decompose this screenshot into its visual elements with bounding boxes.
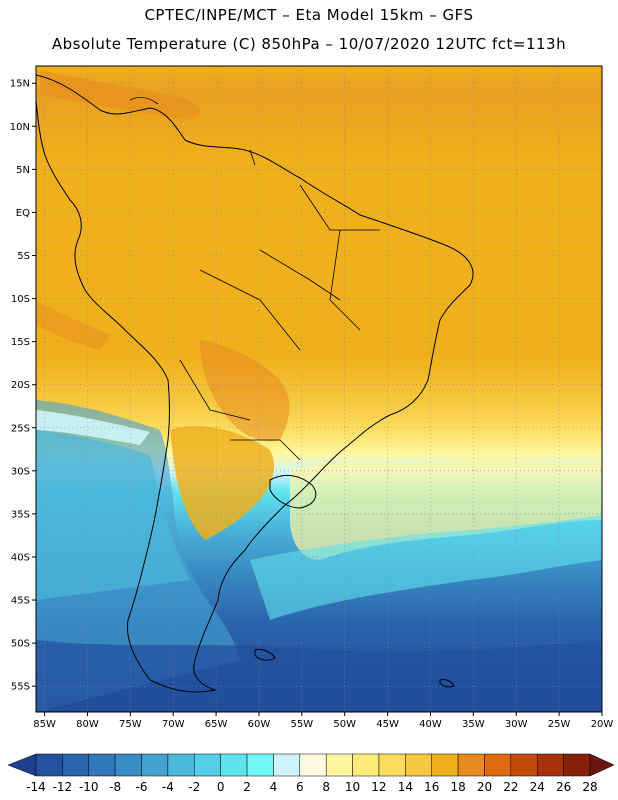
colorbar-swatch <box>378 753 406 777</box>
lat-label: 10S <box>11 294 30 305</box>
colorbar-swatch <box>273 753 301 777</box>
lat-label: 10N <box>10 122 30 133</box>
colorbar-label: 8 <box>322 780 330 794</box>
colorbar-label: 28 <box>582 780 597 794</box>
lon-label: 50W <box>333 719 356 730</box>
colorbar-swatch <box>62 753 90 777</box>
colorbar-label: 18 <box>450 780 465 794</box>
lat-label: 50S <box>11 639 30 650</box>
colorbar-swatch <box>510 753 538 777</box>
colorbar-swatch <box>246 753 274 777</box>
lon-label: 80W <box>76 719 99 730</box>
colorbar-swatch <box>484 753 512 777</box>
chart-title-line1: CPTEC/INPE/MCT – Eta Model 15km – GFS <box>144 6 474 24</box>
chart-title-line2: Absolute Temperature (C) 850hPa – 10/07/… <box>51 35 567 53</box>
lat-label: 5N <box>16 165 30 176</box>
lat-label: 20S <box>11 380 30 391</box>
colorbar-swatch <box>220 753 248 777</box>
lon-label: 75W <box>119 719 142 730</box>
lat-label: 45S <box>11 596 30 607</box>
colorbar-label: -6 <box>136 780 148 794</box>
colorbar-swatch <box>141 753 169 777</box>
colorbar-swatch <box>167 753 195 777</box>
colorbar-swatch <box>563 753 591 777</box>
lon-label: 60W <box>248 719 271 730</box>
lon-label: 40W <box>419 719 442 730</box>
colorbar-arrow-low <box>7 753 37 777</box>
colorbar-label: 26 <box>556 780 571 794</box>
colorbar-label: -4 <box>162 780 174 794</box>
latitude-axis: 15N 10N 5N EQ 5S 10S 15S 20S 25S 30S 35S 40S 45S 50S 5… <box>10 79 36 693</box>
colorbar-swatch <box>299 753 327 777</box>
lon-label: 45W <box>376 719 399 730</box>
colorbar-arrow-high <box>589 753 615 777</box>
lon-label: 85W <box>33 719 56 730</box>
lon-label: 35W <box>462 719 485 730</box>
colorbar-swatch <box>88 753 116 777</box>
colorbar-swatch <box>194 753 221 777</box>
colorbar-swatch <box>35 753 63 777</box>
lat-label: 55S <box>11 682 30 693</box>
colorbar-label: 12 <box>371 780 386 794</box>
colorbar-label: 4 <box>270 780 278 794</box>
lat-label: 30S <box>11 466 30 477</box>
lon-label: 70W <box>162 719 185 730</box>
colorbar-swatch <box>536 753 564 777</box>
colorbar-label: 14 <box>398 780 413 794</box>
lon-label: 65W <box>205 719 228 730</box>
longitude-axis: 85W 80W 75W 70W 65W 60W 55W 50W 45W 40W 35W 30W 25W 2… <box>33 712 613 730</box>
colorbar-label: -14 <box>26 780 46 794</box>
colorbar-label: -2 <box>188 780 200 794</box>
colorbar-swatch <box>325 753 353 777</box>
lat-label: 5S <box>17 251 30 262</box>
colorbar-label: 10 <box>345 780 360 794</box>
lon-label: 20W <box>591 719 614 730</box>
lat-label: 25S <box>11 423 30 434</box>
lon-label: 55W <box>291 719 314 730</box>
lat-label: 15S <box>11 337 30 348</box>
lat-label: 15N <box>10 79 30 90</box>
colorbar-swatch <box>431 753 459 777</box>
colorbar-swatch <box>352 753 380 777</box>
colorbar-label: 16 <box>424 780 439 794</box>
colorbar-label: 22 <box>503 780 518 794</box>
colorbar-swatch <box>405 753 432 777</box>
lat-label: 40S <box>11 552 30 563</box>
map-frame <box>35 65 603 713</box>
colorbar-label: -10 <box>79 780 99 794</box>
colorbar-swatch <box>457 753 485 777</box>
lon-label: 30W <box>505 719 528 730</box>
lat-label: 35S <box>11 509 30 520</box>
temperature-field <box>36 66 602 712</box>
lat-label: EQ <box>16 208 30 219</box>
colorbar-label: -12 <box>53 780 73 794</box>
colorbar: -14 -12 -10 -8 -6 -4 -2 0 2 4 6 8 10 12 14 16 18 20 22 24 26… <box>7 753 615 794</box>
coastline <box>36 74 474 693</box>
colorbar-label: 2 <box>243 780 251 794</box>
colorbar-swatch <box>114 753 142 777</box>
colorbar-label: 24 <box>530 780 545 794</box>
colorbar-label: 0 <box>217 780 225 794</box>
colorbar-label: 6 <box>296 780 304 794</box>
colorbar-label: 20 <box>477 780 492 794</box>
colorbar-label: -8 <box>109 780 121 794</box>
lon-label: 25W <box>548 719 571 730</box>
